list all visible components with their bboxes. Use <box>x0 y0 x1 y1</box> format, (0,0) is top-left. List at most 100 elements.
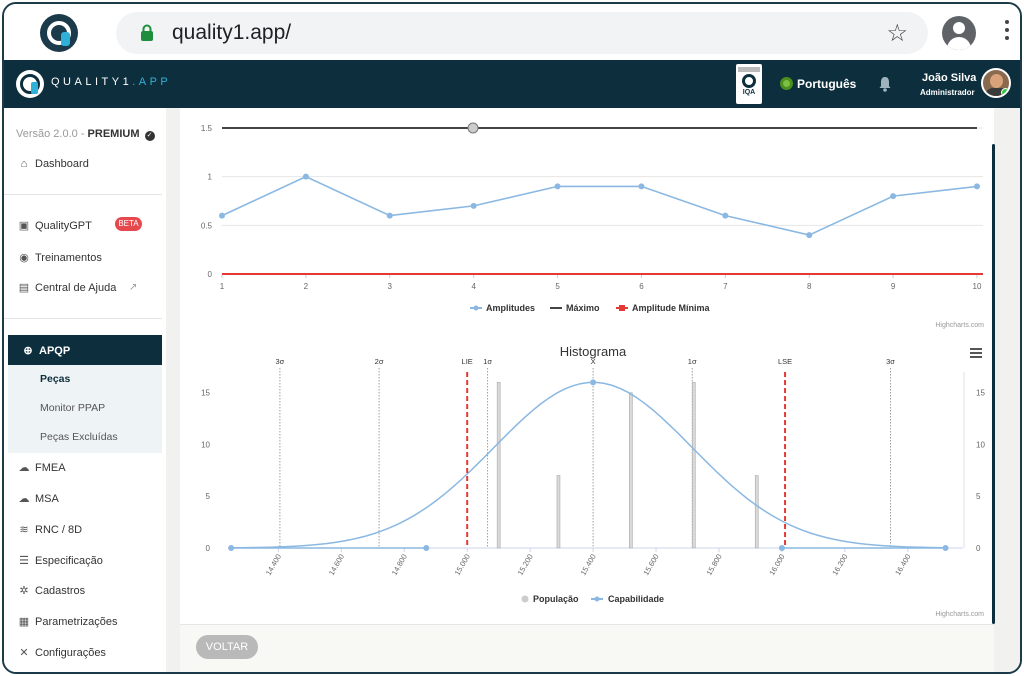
amplitudes-point <box>974 183 980 190</box>
amplitude-x-tick-label: 10 <box>973 282 982 291</box>
brand-name[interactable]: QUALITY1.APP <box>51 76 171 88</box>
population-bar <box>691 382 696 549</box>
spec-limit-label: LSE <box>778 357 792 366</box>
globe-icon: ⊕ <box>23 345 33 357</box>
external-link-icon[interactable]: ↗ <box>129 282 138 293</box>
sidebar-item-label: MSA <box>35 493 59 505</box>
amplitude-y-tick-label: 0 <box>208 270 213 279</box>
histogram-x-tick-label: 16.400 <box>893 553 912 577</box>
sidebar-item-dashboard[interactable]: ⌂ Dashboard <box>18 158 89 170</box>
cloud-icon: ☁ <box>18 493 30 505</box>
back-button[interactable]: VOLTAR <box>196 635 258 659</box>
histogram-x-tick-label: 15.600 <box>641 553 660 577</box>
amplitudes-series-line <box>221 175 978 236</box>
sidebar-item-fmea[interactable]: ☁ FMEA <box>18 461 66 474</box>
histogram-y-tick-label-right: 10 <box>976 440 985 449</box>
sidebar-item-cadastros[interactable]: ✲ Cadastros <box>18 584 85 597</box>
histogram-x-tick-label: 15.800 <box>704 553 723 577</box>
sidebar-item-especificacao[interactable]: ☰ Especificação <box>18 554 103 567</box>
capability-point <box>423 545 430 551</box>
language-selector[interactable]: Português <box>780 77 856 91</box>
book-icon: ▤ <box>18 282 30 294</box>
legend-population-label: População <box>533 594 579 604</box>
gear-icon: ✲ <box>19 585 29 597</box>
url-text[interactable]: quality1.app/ <box>172 21 292 44</box>
brand-logo-icon[interactable] <box>16 70 44 98</box>
bookmark-star-icon[interactable]: ☆ <box>886 20 908 47</box>
sidebar-item-parametrizacoes[interactable]: ▦ Parametrizações <box>18 615 118 628</box>
amplitudes-point <box>554 183 561 190</box>
legend-maximo-label: Máximo <box>566 303 600 313</box>
footer-bar: VOLTAR <box>180 624 994 672</box>
cloud-icon: ☁ <box>18 462 30 474</box>
version-plan: PREMIUM <box>87 128 140 140</box>
amplitude-x-tick-label: 4 <box>471 282 476 291</box>
sigma-line-label: 2σ <box>375 357 384 366</box>
submenu-item-monitor-ppap[interactable]: Monitor PPAP <box>40 402 106 414</box>
user-name[interactable]: João Silva <box>922 72 977 84</box>
sidebar-item-configuracoes[interactable]: ✕ Configurações <box>18 646 106 659</box>
sidebar-item-label: Cadastros <box>35 585 86 597</box>
histogram-x-tick-label: 15.000 <box>453 553 472 577</box>
chart-menu-icon <box>970 356 982 358</box>
histogram-y-tick-label-left: 0 <box>206 544 211 553</box>
amplitudes-point <box>470 202 477 209</box>
layers-icon: ≋ <box>19 524 29 536</box>
sidebar-item-label: Parametrizações <box>35 616 118 628</box>
histogram-x-tick-label: 16.200 <box>830 553 849 577</box>
population-bar <box>556 475 561 549</box>
sidebar-item-rnc-8d[interactable]: ≋ RNC / 8D <box>18 523 82 536</box>
main-scrollbar[interactable] <box>992 144 995 624</box>
sidebar-item-apqp[interactable]: ⊕ APQP <box>8 335 162 365</box>
robot-icon: ▣ <box>18 220 30 232</box>
sidebar-item-central-de-ajuda[interactable]: ▤ Central de Ajuda <box>18 281 117 294</box>
address-bar[interactable]: quality1.app/ ☆ <box>116 12 928 54</box>
legend-capability-marker <box>594 596 600 602</box>
sidebar-item-label: Configurações <box>35 647 106 659</box>
amplitudes-point <box>890 193 897 200</box>
chart-menu-icon <box>970 348 982 350</box>
histogram-y-tick-label-left: 5 <box>206 492 211 501</box>
browser-site-logo-icon[interactable] <box>40 14 78 52</box>
sidebar-item-label: Especificação <box>35 555 103 567</box>
sigma-line-label: 1σ <box>483 357 492 366</box>
amplitude-chart-credit: Highcharts.com <box>935 322 984 329</box>
browser-profile-icon[interactable] <box>942 16 976 50</box>
histogram-x-tick-label: 16.000 <box>767 553 786 577</box>
submenu-item-pecas[interactable]: Peças <box>40 373 71 385</box>
sidebar-item-label: QualityGPT <box>35 220 92 232</box>
sidebar-item-label: Central de Ajuda <box>35 282 117 294</box>
capability-curve <box>231 381 946 549</box>
notification-bell-icon[interactable] <box>878 76 892 92</box>
sidebar-item-qualitygpt[interactable]: ▣ QualityGPT <box>18 219 92 232</box>
slider-handle <box>467 122 479 134</box>
sidebar-item-treinamentos[interactable]: ◉ Treinamentos <box>18 251 102 264</box>
histogram-x-tick-label: 14.800 <box>390 553 409 577</box>
histogram-x-tick-label: 15.400 <box>579 553 598 577</box>
histogram-y-tick-label-left: 15 <box>201 389 210 398</box>
version-text: Versão 2.0.0 - <box>16 128 88 140</box>
amplitudes-point <box>806 232 813 239</box>
submenu-item-pecas-excluidas[interactable]: Peças Excluídas <box>40 431 118 443</box>
amplitude-x-tick-label: 1 <box>220 282 225 291</box>
amplitude-x-tick-label: 5 <box>555 282 560 291</box>
histogram-x-tick-label: 15.200 <box>516 553 535 577</box>
histogram-x-tick-label: 14.400 <box>264 553 283 577</box>
user-avatar[interactable] <box>981 68 1011 98</box>
online-status-icon <box>1001 88 1009 96</box>
amplitudes-point <box>219 212 225 219</box>
amplitude-x-tick-label: 2 <box>304 282 309 291</box>
sigma-line-label: 3σ <box>276 357 285 366</box>
sigma-line-label: 1σ <box>688 357 697 366</box>
language-label: Português <box>797 77 857 91</box>
sidebar-item-msa[interactable]: ☁ MSA <box>18 492 59 505</box>
chart-menu-icon <box>970 352 982 354</box>
main-content: 0 0.5 1 1.5 1 2 3 4 5 6 7 8 9 10 Amplitudes Máximo Ampli… <box>166 108 1020 672</box>
apqp-submenu: Peças Monitor PPAP Peças Excluídas <box>8 365 162 453</box>
brand-main: QUALITY1 <box>51 76 133 88</box>
legend-minima-marker <box>619 305 625 311</box>
sidebar-divider <box>4 194 162 195</box>
amplitude-x-tick-label: 8 <box>807 282 812 291</box>
browser-menu-icon[interactable] <box>1004 20 1010 46</box>
